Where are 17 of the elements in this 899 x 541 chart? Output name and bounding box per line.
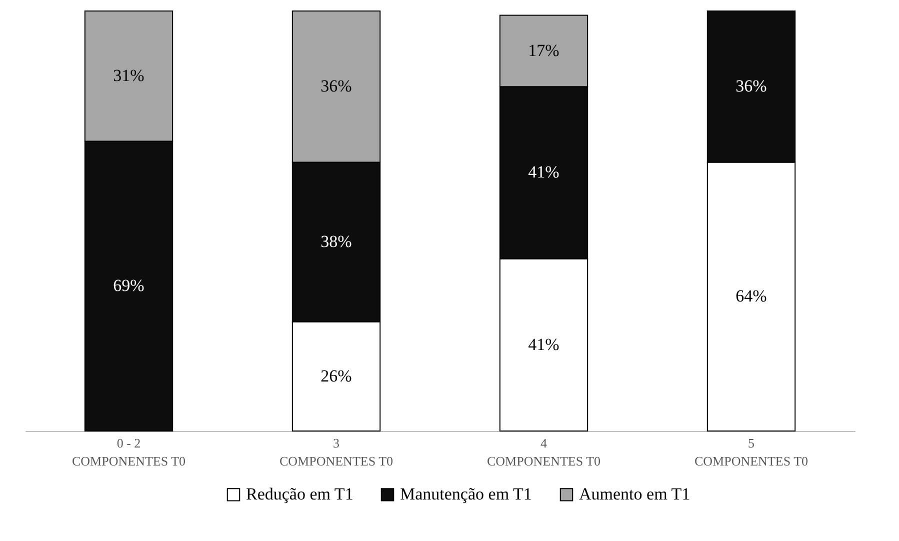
data-label: 36% (320, 76, 352, 96)
legend-label: Manutenção em T1 (400, 484, 532, 504)
data-label: 17% (528, 40, 560, 60)
x-tick-label: 4 COMPONENTES T0 (486, 436, 601, 468)
data-label: 41% (528, 162, 560, 182)
data-label: 31% (113, 66, 144, 86)
data-label: 41% (528, 334, 560, 354)
data-label: 36% (736, 76, 767, 96)
data-label: 69% (113, 276, 144, 296)
data-label: 26% (320, 366, 352, 386)
data-label: 38% (320, 232, 352, 251)
data-label: 64% (736, 286, 767, 306)
legend-label: Redução em T1 (246, 484, 354, 504)
legend-label: Aumento em T1 (579, 484, 690, 504)
x-tick-label: 5 COMPONENTES T0 (694, 436, 808, 468)
x-tick-label: 0 - 2 COMPONENTES T0 (72, 436, 186, 468)
x-tick-label: 3 COMPONENTES T0 (279, 436, 394, 468)
